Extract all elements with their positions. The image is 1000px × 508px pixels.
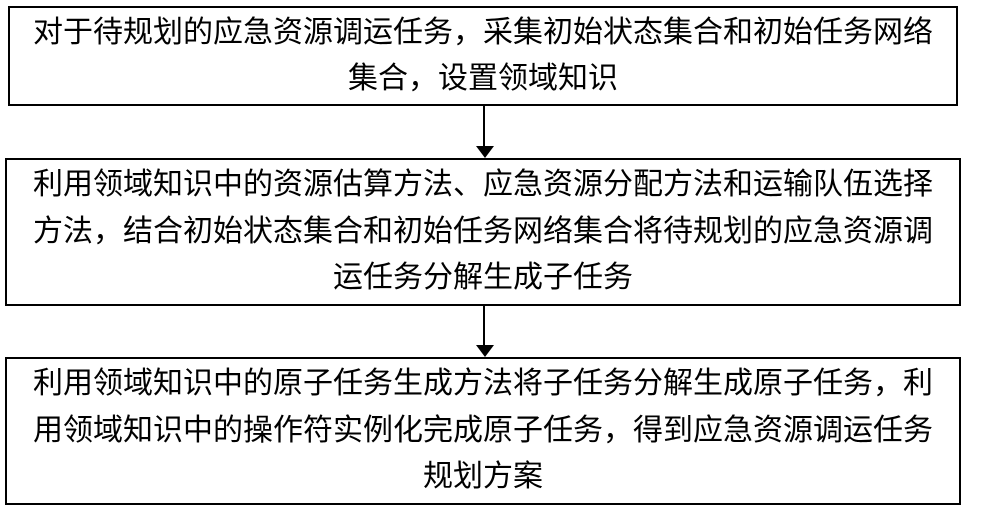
flowchart-node-2: 利用领域知识中的资源估算方法、应急资源分配方法和运输队伍选择方法，结合初始状态集…: [5, 158, 961, 306]
flowchart-arrow-1: [483, 106, 485, 146]
flowchart-canvas: 对于待规划的应急资源调运任务，采集初始状态集合和初始任务网络集合，设置领域知识 …: [0, 0, 1000, 508]
flowchart-node-3: 利用领域知识中的原子任务生成方法将子任务分解生成原子任务，利用领域知识中的操作符…: [5, 357, 961, 505]
flowchart-node-1: 对于待规划的应急资源调运任务，采集初始状态集合和初始任务网络集合，设置领域知识: [8, 6, 958, 106]
flowchart-arrow-2: [483, 306, 485, 345]
